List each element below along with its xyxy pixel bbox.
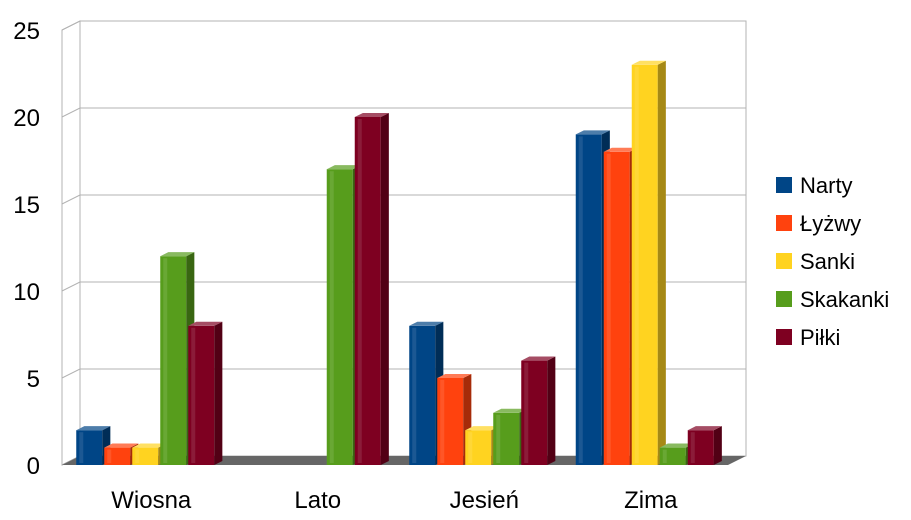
bar-top xyxy=(575,130,610,135)
bar-highlight xyxy=(578,136,583,463)
bar-highlight xyxy=(79,432,84,463)
x-category-label: Lato xyxy=(294,487,341,514)
bar-top xyxy=(659,443,694,448)
plot-floor xyxy=(62,456,746,465)
legend-label-Skakanki: Skakanki xyxy=(800,287,889,312)
bar-top xyxy=(76,426,111,431)
bar-top xyxy=(354,112,389,117)
legend-swatch-Skakanki xyxy=(776,291,792,307)
bar-side xyxy=(657,60,666,465)
bar-highlight xyxy=(135,449,140,463)
bar-highlight xyxy=(662,449,667,463)
bar-top xyxy=(326,165,361,170)
gridline-side-20 xyxy=(61,107,81,118)
y-tick-label: 25 xyxy=(13,18,40,45)
bar-top xyxy=(603,147,638,152)
bar-highlight xyxy=(524,362,529,463)
bar-highlight xyxy=(163,258,168,463)
bar-side xyxy=(380,112,389,465)
legend-swatch-Sanki xyxy=(776,253,792,269)
bar-top xyxy=(687,426,722,431)
gridline-side-5 xyxy=(61,368,81,379)
y-tick-label: 15 xyxy=(13,192,40,219)
x-axis: Wiosna Lato Jesień Zima xyxy=(111,487,678,514)
bar-top xyxy=(493,408,528,413)
bar-highlight xyxy=(634,66,639,464)
plot-floor-shape xyxy=(62,456,746,465)
bars xyxy=(76,60,722,466)
x-category-label: Wiosna xyxy=(111,487,192,514)
bar-Piłki-Jesień xyxy=(521,356,556,465)
y-tick-label: 10 xyxy=(13,279,40,306)
bar-highlight xyxy=(107,449,112,463)
bar-highlight xyxy=(357,119,362,463)
bar-highlight xyxy=(496,414,501,463)
bar-highlight xyxy=(440,380,445,463)
x-category-label: Zima xyxy=(624,487,678,514)
bar-Piłki-Lato xyxy=(354,112,389,465)
bar-side xyxy=(547,356,556,465)
legend: Narty Łyżwy Sanki Skakanki Piłki xyxy=(776,173,889,350)
bar-top xyxy=(465,426,500,431)
gridline-side-10 xyxy=(61,281,81,292)
bar-highlight xyxy=(329,171,334,463)
bar-top xyxy=(188,321,223,326)
bar-Łyżwy-Jesień xyxy=(437,373,472,465)
bar-side xyxy=(713,426,722,465)
bar-top xyxy=(631,60,666,65)
legend-swatch-Narty xyxy=(776,177,792,193)
legend-label-Piłki: Piłki xyxy=(800,325,840,350)
plot-side-wall xyxy=(61,20,81,466)
legend-swatch-Łyżwy xyxy=(776,215,792,231)
legend-label-Sanki: Sanki xyxy=(800,249,855,274)
bar-highlight xyxy=(412,327,417,463)
bar-top xyxy=(104,443,139,448)
legend-label-Narty: Narty xyxy=(800,173,853,198)
bar-top xyxy=(132,443,167,448)
x-category-label: Jesień xyxy=(450,487,519,514)
legend-label-Łyżwy: Łyżwy xyxy=(800,211,861,236)
y-axis: 0 5 10 15 20 25 xyxy=(13,18,40,480)
bar-Piłki-Zima xyxy=(687,426,722,465)
y-tick-label: 0 xyxy=(27,453,40,480)
bar-Sanki-Zima xyxy=(631,60,666,466)
bar-highlight xyxy=(690,432,695,463)
bar-top xyxy=(409,321,444,326)
y-tick-label: 5 xyxy=(27,366,40,393)
gridline-side-15 xyxy=(61,194,81,205)
bar-Piłki-Wiosna xyxy=(188,321,223,465)
bar-highlight xyxy=(191,327,196,463)
bar-side xyxy=(214,321,223,465)
legend-swatch-Piłki xyxy=(776,329,792,345)
gridline-side-25 xyxy=(61,20,81,31)
bar-highlight xyxy=(468,432,473,463)
bar-top xyxy=(437,373,472,378)
y-tick-label: 20 xyxy=(13,105,40,132)
bar-highlight xyxy=(606,153,611,464)
bar-top xyxy=(160,252,195,257)
bar-top xyxy=(521,356,556,361)
